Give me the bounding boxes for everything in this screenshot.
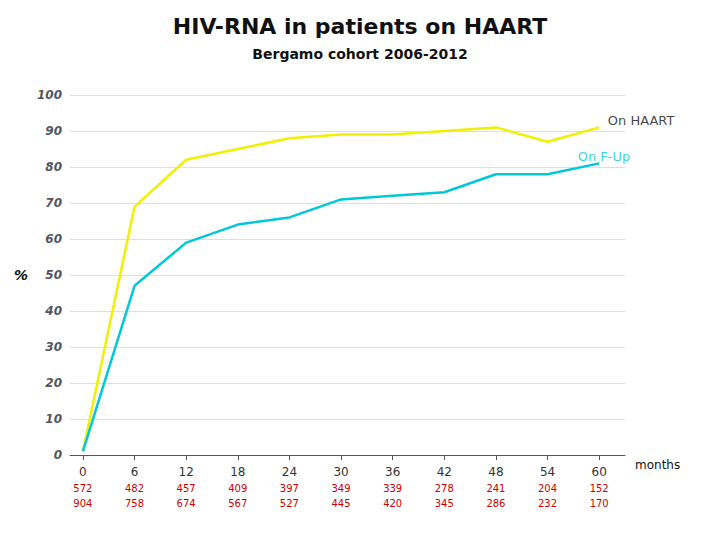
svg-text:50: 50 [45,268,62,282]
svg-text:674: 674 [177,498,196,509]
svg-text:60: 60 [45,232,62,246]
svg-text:241: 241 [486,483,505,494]
svg-text:24: 24 [282,465,297,479]
svg-text:204: 204 [538,483,557,494]
svg-text:278: 278 [435,483,454,494]
svg-text:100: 100 [37,88,62,102]
svg-text:286: 286 [486,498,505,509]
svg-text:397: 397 [280,483,299,494]
svg-text:0: 0 [79,465,87,479]
svg-text:527: 527 [280,498,299,509]
svg-text:30: 30 [45,340,62,354]
svg-text:482: 482 [125,483,144,494]
svg-text:6: 6 [131,465,139,479]
svg-text:HIV-RNA in patients on HAART: HIV-RNA in patients on HAART [173,14,547,39]
svg-text:40: 40 [44,304,62,318]
svg-text:409: 409 [228,483,247,494]
svg-text:60: 60 [592,465,607,479]
svg-text:On F-Up: On F-Up [578,149,631,164]
svg-text:152: 152 [590,483,609,494]
svg-text:54: 54 [540,465,555,479]
svg-text:339: 339 [383,483,402,494]
svg-text:904: 904 [73,498,92,509]
svg-text:170: 170 [590,498,609,509]
svg-text:36: 36 [385,465,400,479]
svg-text:345: 345 [435,498,454,509]
svg-text:232: 232 [538,498,557,509]
svg-text:48: 48 [488,465,503,479]
svg-text:572: 572 [73,483,92,494]
svg-text:457: 457 [177,483,196,494]
svg-text:445: 445 [331,498,350,509]
svg-text:months: months [635,458,680,472]
svg-text:0: 0 [54,448,62,462]
svg-text:30: 30 [333,465,348,479]
svg-text:90: 90 [45,124,62,138]
svg-text:349: 349 [331,483,350,494]
svg-text:12: 12 [179,465,194,479]
svg-text:70: 70 [45,196,62,210]
svg-text:42: 42 [437,465,452,479]
svg-text:Bergamo cohort 2006-2012: Bergamo cohort 2006-2012 [252,46,467,62]
svg-text:80: 80 [45,160,62,174]
svg-text:567: 567 [228,498,247,509]
svg-text:10: 10 [45,412,62,426]
svg-text:18: 18 [230,465,245,479]
svg-text:%: % [14,267,28,283]
svg-text:20: 20 [45,376,62,390]
svg-text:420: 420 [383,498,402,509]
svg-text:On HAART: On HAART [608,113,675,128]
svg-text:758: 758 [125,498,144,509]
